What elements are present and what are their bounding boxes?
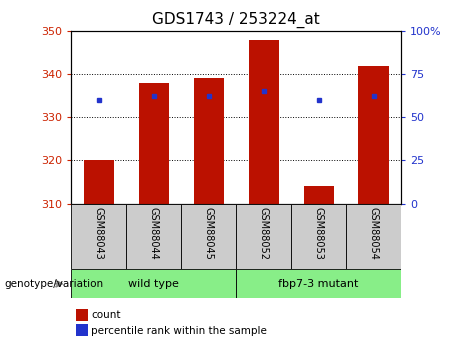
Text: GSM88052: GSM88052 bbox=[259, 207, 269, 260]
Bar bbox=[181, 204, 236, 269]
Bar bbox=[84, 160, 114, 204]
Bar bbox=[194, 78, 224, 204]
Text: GSM88044: GSM88044 bbox=[149, 207, 159, 259]
Text: GSM88054: GSM88054 bbox=[369, 207, 378, 260]
Text: GSM88045: GSM88045 bbox=[204, 207, 214, 260]
Text: count: count bbox=[91, 310, 121, 320]
Bar bbox=[71, 204, 126, 269]
Bar bbox=[76, 324, 88, 336]
Title: GDS1743 / 253224_at: GDS1743 / 253224_at bbox=[153, 12, 320, 28]
Bar bbox=[346, 204, 401, 269]
Bar bbox=[248, 40, 279, 204]
Bar bbox=[236, 269, 401, 298]
Text: GSM88043: GSM88043 bbox=[94, 207, 104, 259]
Bar bbox=[359, 66, 389, 204]
Bar bbox=[236, 204, 291, 269]
Bar bbox=[76, 309, 88, 321]
Text: fbp7-3 mutant: fbp7-3 mutant bbox=[278, 279, 359, 289]
Bar bbox=[126, 204, 181, 269]
Text: percentile rank within the sample: percentile rank within the sample bbox=[91, 326, 267, 335]
Bar bbox=[139, 83, 169, 204]
Bar bbox=[303, 186, 334, 204]
Bar bbox=[71, 269, 236, 298]
Bar bbox=[291, 204, 346, 269]
Text: GSM88053: GSM88053 bbox=[313, 207, 324, 260]
Text: wild type: wild type bbox=[129, 279, 179, 289]
Text: genotype/variation: genotype/variation bbox=[5, 279, 104, 289]
